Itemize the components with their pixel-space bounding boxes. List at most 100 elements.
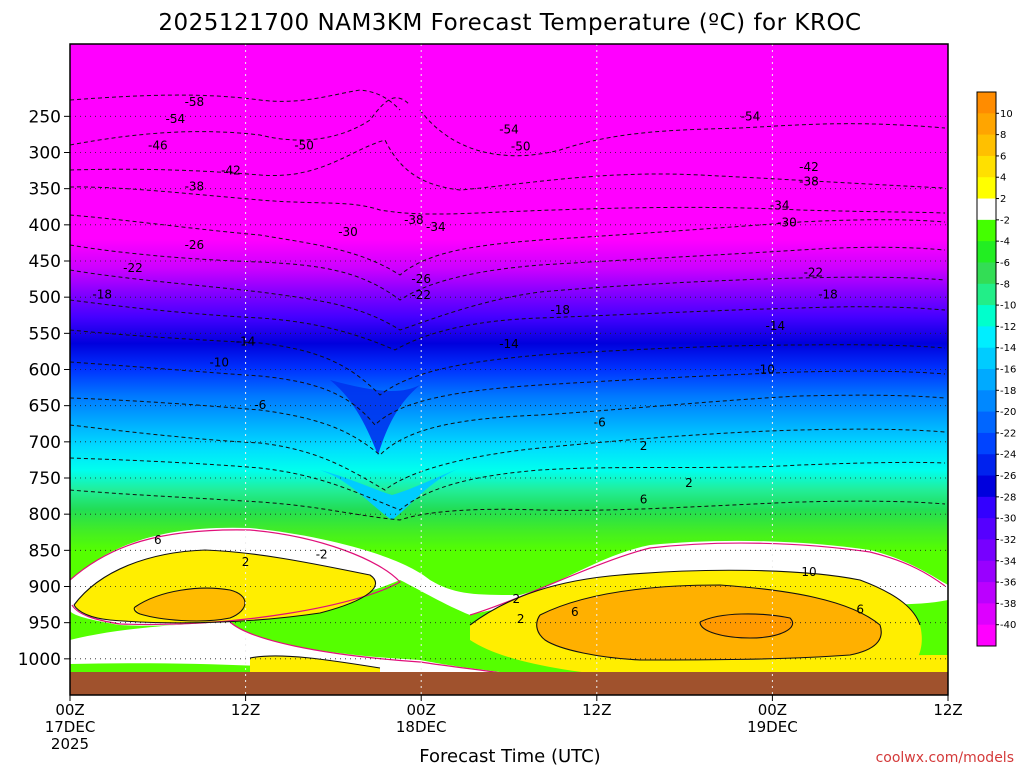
contour-label: -18 xyxy=(92,287,112,301)
isotherm-m22 xyxy=(70,361,946,426)
y-axis: 250 300 350 400 450 500 550 600 650 700 750 800 850 9… xyxy=(18,107,70,670)
colorbar-label: -10 xyxy=(1000,301,1016,312)
contour-label: -22 xyxy=(804,266,824,280)
freezing-line-upper xyxy=(70,529,401,626)
colorbar: 10 8 6 4 2 -2 -4 -6 -8 -10 -12 -14 -16 -18 -20 -22 -24 -2… xyxy=(976,91,1016,647)
ground-surface xyxy=(70,672,948,695)
isotherm-m54-right xyxy=(419,109,946,157)
colorbar-swatch xyxy=(977,92,996,114)
colorbar-swatch xyxy=(977,454,996,477)
contour-label: 6 xyxy=(571,605,579,619)
isotherm-m50 xyxy=(70,139,946,191)
isotherm-m58 xyxy=(70,89,401,111)
contour-label: 2 xyxy=(685,476,693,490)
x-tick-label: 17DEC xyxy=(45,718,96,736)
colorbar-label: -20 xyxy=(1000,407,1016,418)
isotherm-p6-left xyxy=(133,587,246,622)
x-tick-label: 2025 xyxy=(51,735,89,753)
contour-label: -10 xyxy=(755,363,775,377)
colorbar-swatch xyxy=(977,326,996,349)
colorbar-swatch xyxy=(977,475,996,498)
y-tick-label: 500 xyxy=(29,288,61,308)
isotherm-m54-left xyxy=(70,97,411,146)
y-tick-label: 850 xyxy=(29,541,61,561)
credit-text: coolwx.com/models xyxy=(876,750,1014,766)
colorbar-swatch xyxy=(977,411,996,434)
contour-label: -26 xyxy=(411,272,431,286)
contour-label: -54 xyxy=(166,112,186,126)
isotherm-p6-right xyxy=(536,584,882,661)
colorbar-label: -30 xyxy=(1000,514,1016,525)
x-tick-label: 00Z xyxy=(758,701,787,719)
colorbar-label: 2 xyxy=(1000,194,1006,205)
colorbar-swatch xyxy=(977,390,996,413)
colorbar-swatch xyxy=(977,198,996,221)
colorbar-swatch xyxy=(977,134,996,157)
freezing-line-right xyxy=(469,542,946,616)
y-tick-label: 250 xyxy=(29,107,61,127)
colorbar-label: -16 xyxy=(1000,365,1016,376)
y-tick-label: 800 xyxy=(29,505,61,525)
x-tick-label: 19DEC xyxy=(747,718,798,736)
colorbar-swatch xyxy=(977,113,996,136)
colorbar-label: -4 xyxy=(1000,237,1010,248)
colorbar-label: -18 xyxy=(1000,386,1016,397)
colorbar-swatch xyxy=(977,177,996,200)
isotherm-m46 xyxy=(70,186,946,215)
freezing-contours xyxy=(70,529,946,677)
colorbar-swatch xyxy=(977,241,996,263)
colorbar-swatch xyxy=(977,582,996,604)
colorbar-swatch xyxy=(977,219,996,242)
isotherm-m26 xyxy=(70,329,946,396)
colorbar-label: -8 xyxy=(1000,279,1010,290)
colorbar-label: 6 xyxy=(1000,151,1006,162)
chart-title: 2025121700 NAM3KM Forecast Temperature (… xyxy=(158,10,861,36)
contour-label: -30 xyxy=(338,225,358,239)
colorbar-label: -6 xyxy=(1000,258,1010,269)
colorbar-swatch xyxy=(977,305,996,327)
contour-label: 2 xyxy=(512,592,520,606)
isotherm-p10 xyxy=(699,613,793,639)
colorbar-swatch xyxy=(977,560,996,583)
y-tick-label: 700 xyxy=(29,433,61,453)
colorbar-swatch xyxy=(977,369,996,391)
contour-label: -14 xyxy=(766,319,786,333)
warm-core-left xyxy=(135,588,245,621)
contour-label: 6 xyxy=(640,493,648,507)
isotherm-p2-left xyxy=(73,549,376,624)
contour-label: -14 xyxy=(499,337,519,351)
freezing-line-lower xyxy=(229,621,521,677)
colorbar-label: -26 xyxy=(1000,471,1016,482)
colorbar-label: -34 xyxy=(1000,556,1016,567)
isotherm-m42 xyxy=(70,214,946,276)
colorbar-label: -14 xyxy=(1000,343,1016,354)
x-tick-label: 12Z xyxy=(933,701,962,719)
colorbar-label: -28 xyxy=(1000,492,1016,503)
contour-label: -22 xyxy=(411,288,431,302)
contour-label: -46 xyxy=(148,138,168,152)
y-tick-label: 400 xyxy=(29,216,61,236)
colorbar-swatch xyxy=(977,155,996,178)
y-tick-label: 650 xyxy=(29,397,61,417)
colorbar-label: -32 xyxy=(1000,535,1016,546)
y-tick-label: 450 xyxy=(29,252,61,272)
colorbar-label: -12 xyxy=(1000,322,1016,333)
contour-label: -6 xyxy=(594,415,606,429)
x-tick-label: 12Z xyxy=(231,701,260,719)
colorbar-swatch xyxy=(977,603,996,626)
contour-label: -58 xyxy=(185,95,205,109)
grid-lines xyxy=(70,44,948,695)
negative-isotherms xyxy=(70,89,946,521)
isotherm-p2-surface xyxy=(249,655,381,669)
contour-label: -34 xyxy=(426,220,446,234)
colorbar-swatch xyxy=(977,262,996,285)
contour-label: -30 xyxy=(777,216,797,230)
colorbar-swatch xyxy=(977,283,996,306)
colorbar-label: -24 xyxy=(1000,450,1016,461)
contour-label: -50 xyxy=(511,140,531,154)
contour-label: -42 xyxy=(799,160,819,174)
contour-label: -14 xyxy=(236,334,256,348)
contour-label: 2 xyxy=(517,612,525,626)
